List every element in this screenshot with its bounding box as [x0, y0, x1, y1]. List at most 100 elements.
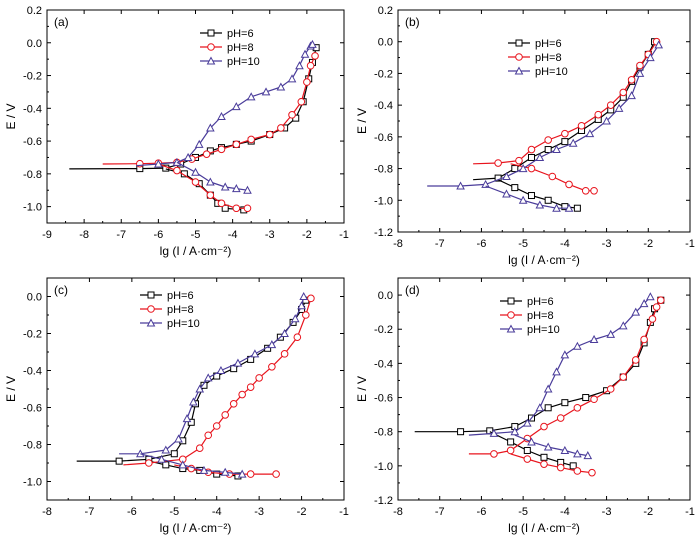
series-ph-8-point: [590, 395, 598, 404]
series-ph-10-point: [233, 358, 243, 367]
series-ph-6-point: [115, 457, 123, 465]
series-ph-8-point: [544, 136, 552, 144]
legend-label: pH=6: [535, 38, 562, 50]
legend-marker: [207, 29, 215, 37]
y-tick-label: -0.8: [23, 440, 42, 452]
series-ph-8-point: [494, 159, 502, 167]
x-tick-label: -4: [228, 229, 238, 241]
x-tick-label: -8: [393, 506, 403, 518]
series-ph-6-point: [527, 192, 535, 200]
series-ph-10-point: [552, 203, 561, 212]
series-ph-10-cathodic-line: [140, 453, 243, 475]
series-ph-8-point: [229, 400, 238, 408]
series-ph-8-point: [212, 422, 221, 430]
series-ph-10-point: [220, 467, 230, 476]
series-ph-10-point: [560, 445, 570, 454]
series-ph-8-anodic-line: [123, 298, 312, 466]
legend-marker: [147, 291, 155, 299]
x-tick-label: -9: [42, 229, 52, 241]
x-tick-label: -7: [116, 229, 126, 241]
y-tick-label: -0.6: [23, 136, 42, 148]
series-ph-8-point: [648, 315, 657, 323]
series-ph-8-point: [540, 460, 548, 468]
y-tick-label: -0.4: [23, 366, 42, 378]
series-ph-8-point: [573, 467, 582, 475]
series-ph-8-point: [265, 130, 274, 139]
legend-label: pH=6: [527, 296, 554, 308]
x-tick-label: -7: [435, 238, 445, 250]
data-area: [427, 37, 664, 212]
series-ph-10-point: [646, 292, 655, 301]
series-ph-10-point: [297, 301, 306, 310]
series-ph-10-point: [300, 49, 310, 58]
y-axis-label: E / V: [4, 103, 18, 129]
x-tick-label: -6: [477, 238, 487, 250]
series-ph-10-point: [618, 321, 628, 330]
legend-label: pH=10: [227, 56, 260, 68]
series-ph-10-point: [543, 384, 553, 393]
series-ph-10-anodic-line: [136, 43, 313, 167]
y-tick-label: -0.6: [374, 132, 393, 144]
y-tick-label: -0.4: [23, 103, 42, 115]
series-ph-8-point: [246, 383, 255, 391]
series-ph-8-point: [515, 156, 523, 165]
series-ph-6-point: [573, 204, 581, 212]
series-ph-10-point: [560, 350, 570, 359]
series-ph-8-point: [307, 294, 315, 303]
series-ph-8-point: [636, 61, 644, 70]
series-ph-10-point: [267, 340, 277, 349]
series-ph-10-point: [535, 200, 545, 209]
series-ph-10-point: [174, 434, 183, 443]
legend-marker: [507, 311, 515, 319]
y-tick-label: -0.4: [374, 100, 393, 112]
x-tick-label: -8: [393, 238, 403, 250]
y-tick-label: -1.0: [23, 202, 42, 214]
series-ph-10-point: [183, 152, 193, 161]
series-ph-8-point: [297, 97, 306, 106]
legend-marker: [515, 39, 523, 47]
series-ph-6-point: [569, 462, 577, 470]
legend-marker: [207, 43, 215, 51]
series-ph-10-point: [161, 445, 171, 454]
series-ph-8-point: [577, 121, 586, 130]
series-ph-10-point: [182, 414, 192, 423]
series-ph-8-point: [490, 450, 498, 458]
series-ph-10-point: [157, 454, 166, 463]
y-axis-label: E / V: [4, 376, 18, 402]
series-ph-8-point: [206, 191, 215, 199]
series-ph-6-point: [170, 450, 178, 458]
data-area: [414, 292, 665, 477]
series-ph-8-point: [606, 385, 615, 393]
y-tick-label: -0.2: [374, 324, 393, 336]
series-ph-8-point: [561, 129, 569, 138]
x-tick-label: -7: [85, 506, 95, 518]
x-tick-label: -3: [254, 506, 264, 518]
y-tick-label: 0.0: [27, 38, 42, 50]
series-ph-10-point: [216, 365, 226, 374]
x-tick-label: -2: [297, 506, 307, 518]
x-tick-label: -3: [602, 238, 612, 250]
series-ph-10-point: [654, 40, 664, 49]
x-axis-label: lg (I / A·cm⁻²): [508, 253, 580, 267]
series-ph-10-point: [295, 61, 304, 70]
x-tick-label: -2: [643, 506, 653, 518]
legend-label: pH=8: [167, 304, 194, 316]
series-ph-10-point: [237, 469, 247, 478]
series-ph-10-point: [232, 102, 241, 111]
panel-label: (d): [405, 283, 420, 297]
series-ph-6-point: [507, 438, 515, 446]
series-ph-8-point: [657, 296, 665, 305]
x-tick-label: -1: [685, 238, 695, 250]
x-tick-label: -2: [302, 229, 312, 241]
series-ph-8-point: [527, 164, 536, 173]
x-tick-label: -4: [560, 506, 570, 518]
series-ph-6-point: [523, 446, 531, 454]
series-ph-10-point: [518, 195, 528, 204]
x-tick-label: -6: [477, 506, 487, 518]
series-ph-8-point: [311, 52, 319, 60]
series-ph-8-point: [506, 446, 515, 455]
series-ph-10-point: [290, 314, 300, 323]
y-tick-label: -0.6: [23, 403, 42, 415]
panel-b: -8 -7 -6 -5 -4 -3 -2 -1 -1.2 -1.0 -0.8 -0.6 -0.4 -0.2…: [355, 5, 695, 267]
